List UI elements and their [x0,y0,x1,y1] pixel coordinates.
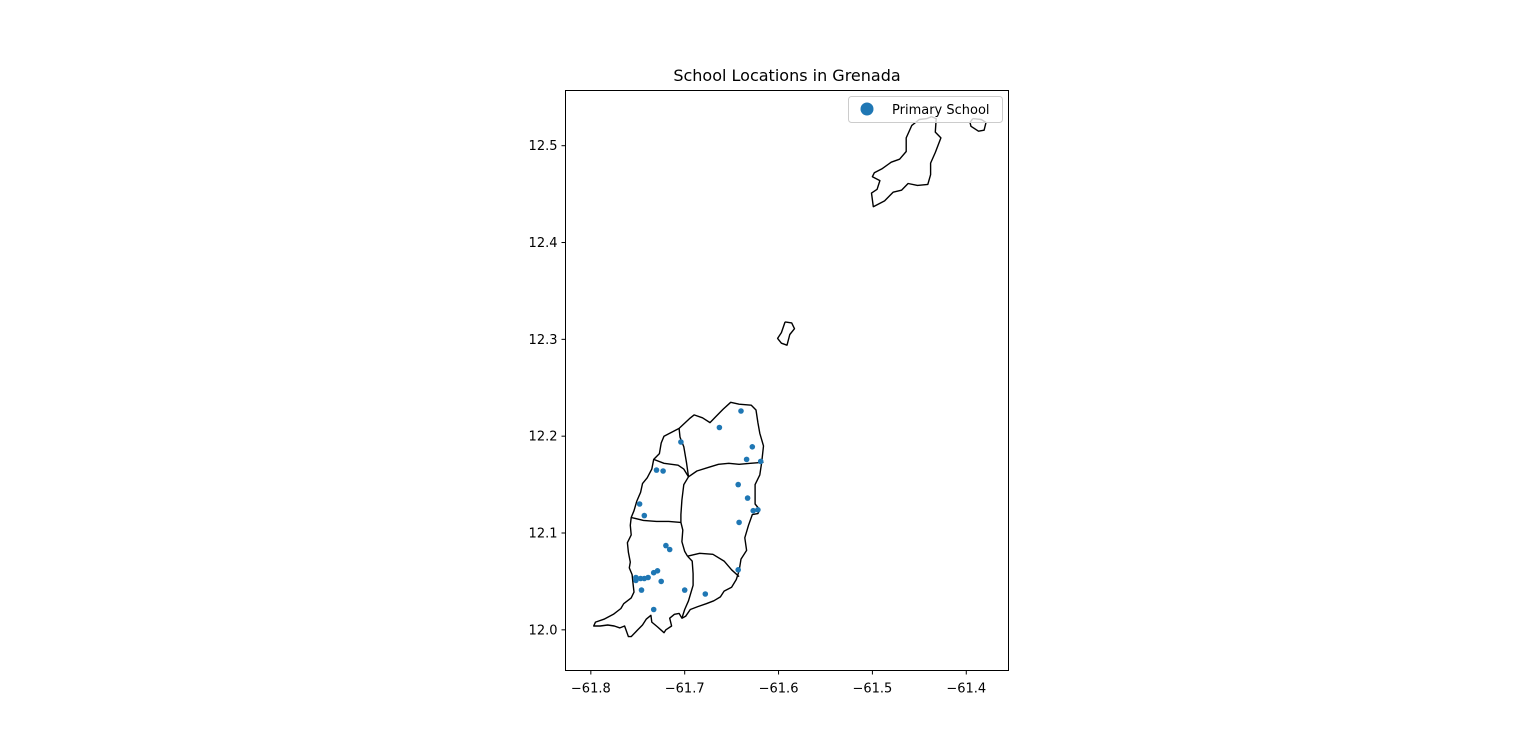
y-axis: 12.0 12.1 12.2 12.3 12.4 12.5 [529,139,566,638]
school-point [660,468,666,474]
school-point [678,439,684,445]
x-tick-label: −61.5 [852,682,892,697]
x-tick-label: −61.4 [946,682,986,697]
axes-frame [565,90,1009,671]
school-point [653,467,660,473]
chart-title: School Locations in Grenada [673,66,900,85]
boundary-north-island [870,115,942,208]
school-point [650,606,657,613]
school-point [750,507,756,514]
school-point [633,577,639,584]
x-tick-label: −61.6 [759,682,799,697]
parish-boundaries [593,115,987,638]
x-tick-label: −61.8 [571,682,611,697]
y-tick-label: 12.3 [529,333,558,348]
boundary-parish-border-central [680,476,690,523]
school-point [738,408,744,414]
school-point [658,578,664,585]
school-point [702,591,709,597]
school-point [654,568,661,574]
y-tick-label: 12.1 [529,527,558,542]
school-point [736,519,742,526]
boundary-parish-border-mid-north [653,458,690,478]
legend-marker-primary-school [860,102,874,116]
school-point [663,542,669,549]
legend: Primary School [848,96,1003,123]
school-point [681,587,688,593]
legend-label-primary-school: Primary School [892,103,990,118]
x-axis: −61.8 −61.7 −61.6 −61.5 −61.4 [571,670,986,697]
y-tick-label: 12.5 [529,139,558,154]
school-point [666,546,673,553]
boundary-parish-border-west [631,516,689,557]
school-point [743,456,750,463]
school-point [744,495,751,501]
school-point [757,458,764,465]
school-point [645,574,651,581]
boundary-parish-border-north [678,428,764,478]
school-point [735,481,741,488]
school-point [749,444,756,450]
school-point [638,587,645,593]
y-tick-label: 12.0 [529,623,558,638]
school-point [641,512,648,519]
boundary-middle-islet [776,321,796,346]
legend-box [848,96,1003,123]
school-point [755,507,761,513]
school-point [716,424,723,431]
boundary-parish-border-south-west [681,555,694,619]
boundary-grenada-outline [593,401,765,638]
school-point [636,501,643,507]
boundary-parish-border-south-east [687,552,740,578]
x-tick-label: −61.7 [665,682,705,697]
school-points [633,408,764,613]
school-point [735,567,741,573]
y-tick-label: 12.4 [529,236,558,251]
y-tick-label: 12.2 [529,430,558,445]
